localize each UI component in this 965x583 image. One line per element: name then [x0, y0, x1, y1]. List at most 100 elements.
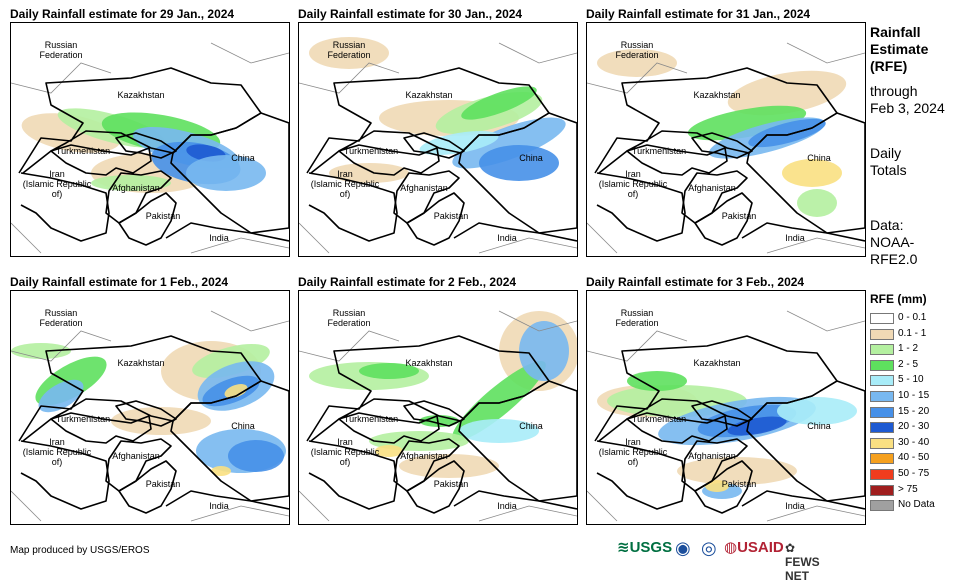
map-panel: Daily Rainfall estimate for 30 Jan., 202…	[298, 7, 578, 257]
rainfall-area	[375, 445, 403, 457]
rainfall-area	[192, 343, 270, 379]
country-border	[118, 192, 177, 246]
side-heading: Rainfall Estimate (RFE)	[870, 24, 929, 74]
rainfall-area	[727, 416, 787, 436]
country-label-russia: Russian Federation	[615, 308, 659, 328]
country-label-pakistan: Pakistan	[721, 211, 757, 221]
rainfall-area	[309, 37, 389, 69]
country-border	[741, 490, 865, 510]
country-border	[165, 222, 289, 242]
neighbour-border	[299, 62, 400, 94]
rainfall-area	[705, 480, 729, 492]
country-label-russia: Russian Federation	[39, 40, 83, 60]
country-border	[393, 438, 460, 492]
country-border	[115, 400, 177, 427]
legend-swatch	[870, 437, 894, 449]
country-border	[453, 222, 577, 242]
country-label-iran: Iran (Islamic Republic of)	[22, 169, 92, 199]
side-totals: Daily Totals	[870, 145, 907, 178]
legend-label: 1 - 2	[898, 343, 919, 355]
neighbour-border	[766, 237, 865, 254]
rainfall-area	[111, 407, 211, 435]
map-frame: Russian Federation Kazakhstan Turkmenistan…	[10, 22, 290, 257]
country-label-russia: Russian Federation	[327, 40, 371, 60]
country-label-turkmenistan: Turkmenistan	[343, 146, 399, 156]
country-label-iran: Iran (Islamic Republic of)	[310, 169, 380, 199]
rainfall-map	[587, 310, 865, 522]
country-label-pakistan: Pakistan	[433, 479, 469, 489]
rainfall-area	[597, 49, 677, 77]
country-border	[691, 400, 753, 427]
country-label-russia: Russian Federation	[615, 40, 659, 60]
country-border	[626, 144, 728, 176]
rainfall-area	[399, 454, 499, 478]
legend-swatch	[870, 422, 894, 434]
neighbour-border	[210, 42, 289, 64]
country-label-afghanistan: Afghanistan	[688, 183, 736, 193]
country-label-india: India	[497, 233, 517, 243]
country-label-turkmenistan: Turkmenistan	[631, 414, 687, 424]
country-border	[308, 172, 398, 242]
country-border	[403, 400, 465, 427]
rainfall-area	[452, 360, 546, 442]
country-border	[681, 438, 748, 492]
rainfall-map	[11, 310, 289, 522]
country-border	[691, 132, 753, 159]
country-label-turkmenistan: Turkmenistan	[55, 146, 111, 156]
country-border	[694, 460, 753, 514]
legend-label: 30 - 40	[898, 436, 930, 448]
country-border	[626, 412, 728, 444]
rainfall-area	[687, 105, 807, 141]
rainfall-area	[627, 371, 687, 391]
neighbour-border	[299, 490, 330, 522]
neighbour-border	[299, 222, 330, 254]
legend-swatch	[870, 344, 894, 356]
panel-title: Daily Rainfall estimate for 2 Feb., 2024	[298, 275, 517, 289]
map-frame: Russian Federation Kazakhstan Turkmenistan…	[10, 290, 290, 525]
map-panel: Daily Rainfall estimate for 31 Jan., 202…	[586, 7, 866, 257]
country-label-afghanistan: Afghanistan	[688, 451, 736, 461]
map-frame: Russian Federation Kazakhstan Turkmenistan…	[586, 22, 866, 257]
country-label-afghanistan: Afghanistan	[112, 451, 160, 461]
neighbour-border	[766, 505, 865, 522]
country-border	[694, 192, 753, 246]
country-border	[406, 192, 465, 246]
country-border	[20, 172, 110, 242]
rainfall-area	[479, 145, 559, 181]
neighbour-border	[498, 42, 577, 64]
country-border	[393, 170, 460, 224]
map-panel: Daily Rainfall estimate for 2 Feb., 2024…	[298, 275, 578, 525]
legend-label: 5 - 10	[898, 374, 924, 386]
legend-swatch	[870, 500, 894, 512]
fews-net-logo: ✿ FEWS NET	[785, 541, 820, 583]
rainfall-area	[329, 163, 409, 183]
neighbour-border	[786, 42, 865, 64]
legend-swatch	[870, 468, 894, 480]
neighbour-border	[190, 237, 289, 254]
legend-swatch	[870, 390, 894, 402]
legend-swatch	[870, 484, 894, 496]
map-panel: Daily Rainfall estimate for 29 Jan., 202…	[10, 7, 290, 257]
country-label-china: China	[807, 421, 831, 431]
neighbour-border	[478, 505, 577, 522]
country-label-kazakhstan: Kazakhstan	[405, 90, 453, 100]
country-border	[741, 222, 865, 242]
legend-swatch	[870, 359, 894, 371]
usgs-logo: ≋USGS	[617, 539, 673, 556]
legend-swatch	[870, 406, 894, 418]
country-border	[338, 412, 440, 444]
country-border	[20, 440, 110, 510]
rainfall-area	[224, 384, 248, 398]
legend-label: 0 - 0.1	[898, 312, 927, 323]
country-border	[165, 490, 289, 510]
country-label-india: India	[785, 233, 805, 243]
country-label-pakistan: Pakistan	[145, 479, 181, 489]
map-frame: Russian Federation Kazakhstan Turkmenistan…	[298, 22, 578, 257]
rainfall-area	[38, 379, 84, 413]
country-label-afghanistan: Afghanistan	[400, 451, 448, 461]
country-label-pakistan: Pakistan	[433, 211, 469, 221]
neighbour-border	[478, 237, 577, 254]
map-panel: Daily Rainfall estimate for 3 Feb., 2024…	[586, 275, 866, 525]
neighbour-border	[11, 62, 112, 94]
panel-title: Daily Rainfall estimate for 1 Feb., 2024	[10, 275, 229, 289]
